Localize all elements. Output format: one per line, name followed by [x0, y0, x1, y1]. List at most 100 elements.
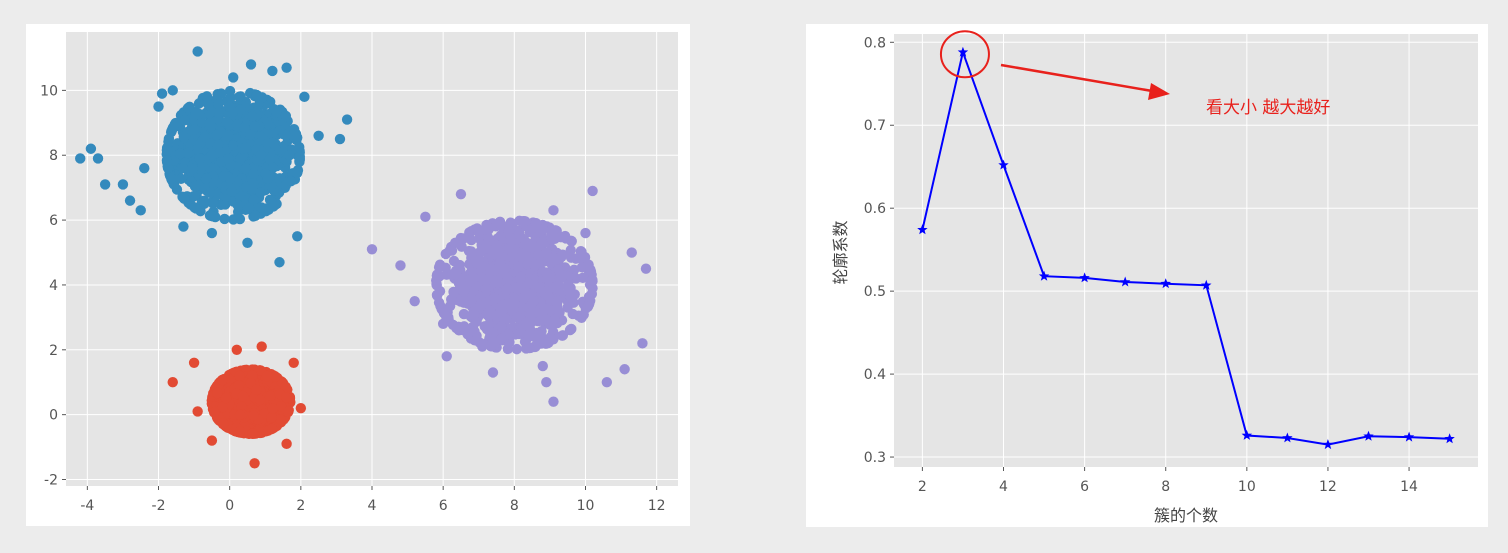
scatter-point	[246, 183, 258, 194]
scatter-point	[440, 248, 451, 260]
scatter-point	[168, 122, 179, 133]
scatter-point	[228, 72, 239, 83]
scatter-point	[285, 176, 296, 187]
scatter-point	[555, 232, 567, 243]
scatter-point	[267, 137, 278, 148]
scatter-point	[565, 244, 576, 256]
x-tick-label: 2	[296, 498, 305, 514]
scatter-point	[225, 92, 236, 103]
scatter-point	[283, 406, 294, 417]
y-tick-label: 0	[49, 408, 58, 424]
scatter-point	[551, 296, 562, 308]
scatter-point	[541, 314, 552, 326]
y-tick-label: 6	[49, 213, 58, 229]
scatter-point	[204, 118, 216, 129]
x-tick-label: 14	[1400, 479, 1418, 495]
scatter-point	[178, 221, 189, 232]
scatter-point	[237, 390, 249, 402]
scatter-point	[451, 322, 462, 334]
y-tick-label: 0.8	[864, 35, 886, 51]
scatter-point	[485, 305, 496, 316]
scatter-point	[214, 147, 226, 158]
scatter-point	[511, 343, 523, 355]
x-tick-label: 12	[1319, 479, 1337, 495]
scatter-point	[281, 391, 292, 403]
scatter-point	[491, 240, 502, 251]
scatter-point	[548, 205, 559, 216]
scatter-point	[188, 357, 200, 368]
scatter-point	[274, 414, 286, 425]
scatter-point	[471, 223, 483, 234]
scatter-point	[255, 150, 267, 161]
scatter-point	[275, 400, 287, 412]
scatter-point	[543, 291, 554, 302]
x-tick-label: -4	[80, 498, 94, 514]
scatter-point	[496, 321, 507, 332]
scatter-point	[640, 263, 652, 274]
scatter-point	[232, 199, 243, 211]
scatter-point	[434, 270, 445, 282]
scatter-point	[281, 438, 292, 450]
scatter-point	[465, 274, 476, 285]
star-marker	[1241, 430, 1253, 440]
scatter-point	[280, 381, 291, 392]
scatter-series-2	[167, 341, 307, 469]
scatter-point	[193, 98, 205, 109]
scatter-point	[213, 98, 224, 110]
scatter-point	[198, 196, 210, 208]
scatter-point	[192, 46, 203, 57]
scatter-point	[458, 297, 470, 308]
scatter-point	[395, 260, 406, 271]
scatter-point	[366, 244, 378, 255]
scatter-point	[261, 370, 273, 382]
scatter-point	[280, 130, 292, 141]
scatter-point	[459, 285, 470, 296]
scatter-point	[223, 130, 234, 141]
scatter-point	[226, 186, 237, 197]
scatter-point	[557, 249, 568, 260]
scatter-point	[526, 299, 537, 310]
star-marker	[917, 224, 928, 235]
scatter-point	[264, 153, 275, 165]
scatter-point	[234, 370, 245, 382]
scatter-point	[288, 357, 299, 368]
scatter-point	[334, 133, 346, 145]
scatter-point	[166, 173, 177, 185]
scatter-point	[224, 101, 235, 112]
star-marker	[1363, 430, 1374, 441]
scatter-point	[196, 117, 208, 128]
scatter-point	[505, 217, 516, 228]
annotation-text: 看大小 越大越好	[1206, 98, 1330, 118]
scatter-point	[502, 273, 513, 284]
scatter-point	[480, 223, 491, 235]
scatter-point	[502, 343, 514, 355]
scatter-point	[292, 231, 303, 242]
scatter-point	[207, 198, 219, 209]
scatter-point	[177, 163, 189, 174]
scatter-point	[234, 409, 246, 421]
y-tick-label: 4	[49, 278, 58, 294]
scatter-point	[220, 392, 232, 404]
scatter-point	[530, 218, 542, 229]
scatter-point	[117, 179, 129, 190]
scatter-point	[536, 237, 548, 248]
scatter-point	[175, 148, 186, 159]
scatter-point	[626, 247, 637, 258]
scatter-point	[441, 351, 452, 362]
scatter-point	[515, 327, 527, 339]
scatter-point	[291, 167, 303, 179]
scatter-point	[486, 341, 497, 352]
scatter-point	[156, 88, 168, 99]
scatter-point	[189, 124, 200, 135]
scatter-point	[553, 264, 564, 275]
scatter-point	[246, 370, 258, 381]
x-tick-label: 2	[918, 479, 927, 495]
scatter-series-3	[366, 185, 652, 407]
scatter-point	[244, 129, 256, 140]
scatter-point	[268, 103, 280, 115]
x-tick-label: 6	[439, 498, 448, 514]
scatter-point	[541, 247, 552, 259]
scatter-point	[251, 384, 262, 396]
scatter-point	[99, 179, 111, 190]
y-tick-label: 0.6	[864, 201, 886, 217]
